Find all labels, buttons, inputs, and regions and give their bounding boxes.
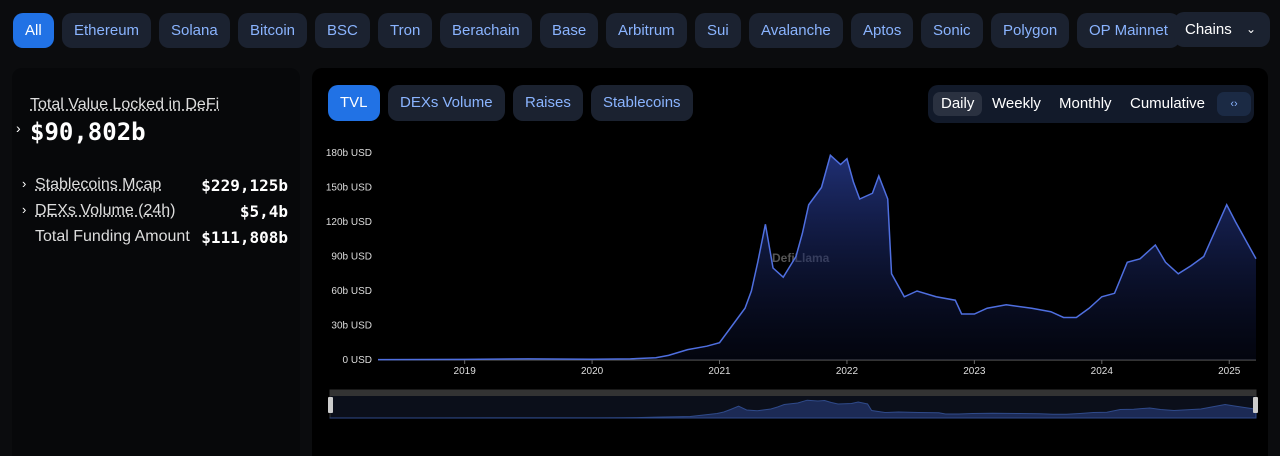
x-tick-label: 2019	[454, 366, 477, 377]
period-tab[interactable]: Weekly	[992, 95, 1041, 112]
chain-tab[interactable]: Sonic	[921, 13, 983, 48]
chart-tab[interactable]: DEXs Volume	[388, 85, 505, 121]
period-tab[interactable]: Cumulative	[1130, 95, 1206, 112]
chain-tab[interactable]: Polygon	[991, 13, 1070, 48]
row-value: $5,4b	[239, 202, 288, 221]
x-tick-label: 2020	[581, 366, 604, 377]
chain-tab[interactable]: Bitcoin	[238, 13, 308, 48]
period-group	[928, 85, 1254, 123]
embed-button[interactable]: ‹›	[1217, 92, 1251, 116]
row-label: Stablecoins Mcap	[35, 176, 162, 193]
y-tick-label: 60b USD	[331, 286, 372, 297]
tvl-value: $90,802b	[30, 118, 146, 146]
y-tick-label: 180b USD	[326, 148, 372, 159]
row-value: $111,808b	[201, 228, 288, 247]
y-tick-label: 150b USD	[326, 183, 372, 194]
caret: ›	[22, 202, 27, 217]
summary-panel: Total Value Locked in DeFi › $90,802b › S…	[12, 68, 300, 456]
chain-tab[interactable]: Solana	[159, 13, 230, 48]
chart-tab[interactable]: TVL	[328, 85, 380, 121]
period-tab[interactable]: Monthly	[1059, 95, 1112, 112]
x-tick-label: 2022	[836, 366, 859, 377]
x-tick-label: 2024	[1091, 366, 1114, 377]
navigator-handle	[328, 397, 333, 413]
y-tick-label: 0 USD	[343, 355, 372, 366]
period-tab[interactable]: Daily	[933, 92, 983, 116]
chain-tab[interactable]: BSC	[315, 13, 370, 48]
tvl-title: Total Value Locked in DeFi	[30, 96, 220, 113]
area	[378, 155, 1256, 360]
chart-tab[interactable]: Raises	[513, 85, 583, 121]
chain-tab[interactable]: OP Mainnet	[1077, 13, 1180, 48]
y-tick-label: 120b USD	[326, 217, 372, 228]
chain-tab[interactable]: Berachain	[440, 13, 532, 48]
navigator-bar	[330, 390, 1256, 396]
chains-dropdown[interactable]: Chains ⌄	[1174, 12, 1270, 47]
caret: ›	[16, 120, 21, 136]
chain-tab[interactable]: Base	[540, 13, 599, 48]
row-label: Total Funding Amount	[35, 228, 190, 245]
y-tick-label: 30b USD	[331, 321, 372, 332]
chain-tab[interactable]: All	[13, 13, 54, 48]
chain-tab[interactable]: Ethereum	[62, 13, 152, 48]
navigator-handle	[1253, 397, 1258, 413]
chart-tab[interactable]: Stablecoins	[591, 85, 693, 121]
y-tick-label: 90b USD	[331, 252, 372, 263]
row-label: DEXs Volume (24h)	[35, 202, 176, 219]
x-tick-label: 2025	[1218, 366, 1241, 377]
chain-tab[interactable]: Sui	[695, 13, 741, 48]
line	[377, 153, 1257, 361]
chevron: ⌄	[1245, 22, 1256, 36]
chain-tab[interactable]: Arbitrum	[606, 13, 687, 48]
chain-tab[interactable]: Aptos	[851, 13, 914, 48]
chain-tab[interactable]: Avalanche	[749, 13, 843, 48]
navigator-area	[329, 399, 1257, 419]
caret: ›	[22, 176, 27, 191]
row-value: $229,125b	[201, 176, 288, 195]
chains-label: Chains	[1185, 21, 1232, 38]
x-tick-label: 2023	[963, 366, 986, 377]
chain-tab[interactable]: Tron	[378, 13, 433, 48]
x-tick-label: 2021	[708, 366, 731, 377]
